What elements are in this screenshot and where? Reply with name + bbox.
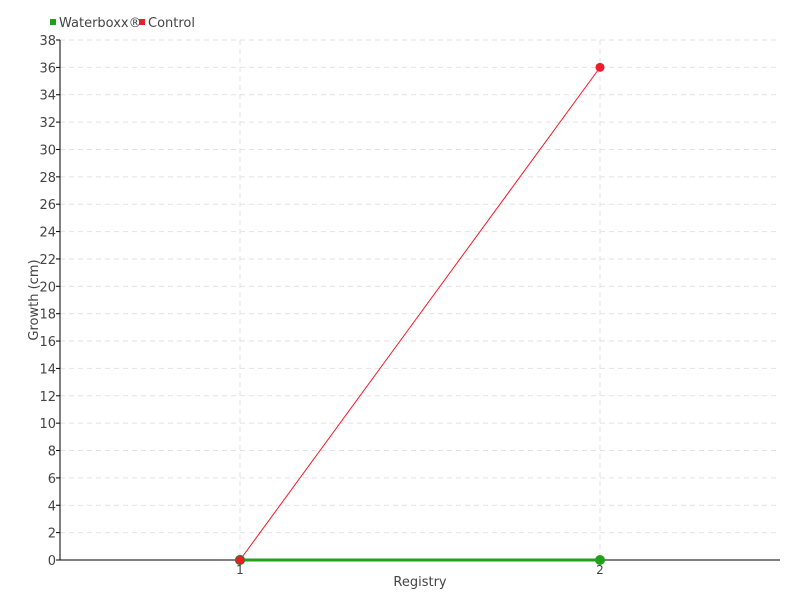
y-tick-label: 30	[39, 143, 56, 158]
y-tick-label: 34	[39, 89, 56, 104]
legend-label: Waterboxx®	[59, 16, 142, 31]
y-axis-label: Growth (cm)	[27, 259, 42, 340]
y-tick-label: 16	[39, 335, 56, 350]
x-tick-label: 2	[596, 563, 604, 577]
y-tick-label: 24	[39, 226, 56, 241]
y-tick-label: 4	[48, 499, 56, 514]
legend-swatch	[50, 19, 56, 25]
series	[235, 62, 605, 565]
y-tick-label: 26	[39, 198, 56, 213]
y-tick-label: 36	[39, 61, 56, 76]
data-point-waterboxx	[595, 555, 605, 565]
x-axis-label: Registry	[393, 575, 447, 590]
y-tick-label: 6	[48, 472, 56, 487]
y-tick-label: 8	[48, 445, 56, 460]
legend: Waterboxx® Control	[50, 16, 195, 31]
y-tick-label: 20	[39, 280, 56, 295]
legend-swatch	[139, 19, 145, 25]
y-tick-label: 28	[39, 171, 56, 186]
y-tick-label: 14	[39, 362, 56, 377]
grid	[60, 39, 780, 560]
y-tick-label: 32	[39, 116, 56, 131]
y-tick-label: 22	[39, 253, 56, 268]
data-point-control	[595, 62, 605, 72]
y-tick-label: 2	[48, 527, 56, 542]
y-tick-label: 38	[39, 34, 56, 49]
y-tick-label: 18	[39, 308, 56, 323]
data-point-control	[235, 555, 245, 565]
series-line-control	[239, 67, 601, 561]
y-tick-label: 10	[39, 417, 56, 432]
y-tick-label: 0	[48, 554, 56, 569]
x-tick-label: 1	[236, 563, 244, 577]
y-tick-label: 12	[39, 390, 56, 405]
legend-label: Control	[148, 16, 195, 31]
